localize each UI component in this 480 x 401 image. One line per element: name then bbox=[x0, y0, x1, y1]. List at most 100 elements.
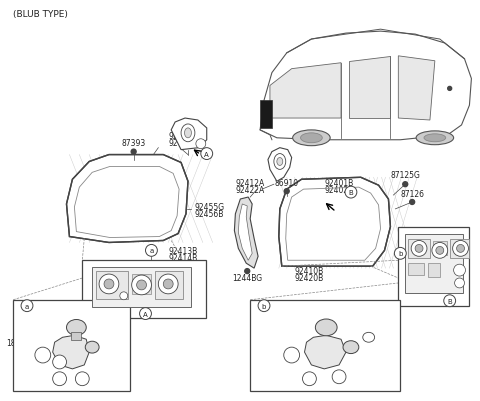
Circle shape bbox=[132, 275, 151, 295]
Circle shape bbox=[332, 370, 346, 384]
Ellipse shape bbox=[300, 134, 322, 144]
Ellipse shape bbox=[181, 125, 195, 142]
Circle shape bbox=[345, 187, 357, 198]
Text: 18643P: 18643P bbox=[52, 382, 81, 391]
Text: 18644E: 18644E bbox=[251, 338, 280, 347]
Text: b: b bbox=[398, 251, 403, 257]
Ellipse shape bbox=[424, 134, 446, 142]
Polygon shape bbox=[53, 336, 89, 369]
Circle shape bbox=[415, 245, 423, 253]
Bar bbox=[408, 239, 430, 259]
Polygon shape bbox=[279, 178, 390, 267]
Circle shape bbox=[436, 247, 444, 255]
Bar bbox=[260, 101, 272, 129]
Text: A: A bbox=[204, 151, 209, 157]
Text: 92456B: 92456B bbox=[195, 210, 224, 219]
Bar bbox=[405, 234, 463, 293]
Circle shape bbox=[432, 243, 448, 259]
Circle shape bbox=[158, 274, 178, 294]
Text: 92406: 92406 bbox=[169, 139, 193, 148]
Ellipse shape bbox=[277, 158, 283, 166]
Bar bbox=[156, 271, 183, 299]
Bar bbox=[398, 227, 469, 306]
Circle shape bbox=[302, 372, 316, 386]
Text: 87393: 87393 bbox=[121, 139, 146, 148]
Polygon shape bbox=[268, 148, 292, 182]
Bar bbox=[132, 274, 151, 294]
Bar bbox=[428, 263, 440, 277]
Bar bbox=[82, 261, 206, 318]
Text: a: a bbox=[25, 303, 29, 309]
Ellipse shape bbox=[67, 320, 86, 336]
Text: (BLUB TYPE): (BLUB TYPE) bbox=[13, 10, 68, 19]
Ellipse shape bbox=[184, 129, 192, 138]
Text: 18644E: 18644E bbox=[6, 338, 35, 347]
Text: 1244BG: 1244BG bbox=[232, 273, 262, 282]
Text: b: b bbox=[262, 303, 266, 309]
Circle shape bbox=[456, 245, 465, 253]
Circle shape bbox=[245, 269, 250, 274]
Polygon shape bbox=[234, 198, 258, 269]
Text: 18642G: 18642G bbox=[297, 382, 326, 391]
Bar bbox=[450, 239, 469, 259]
Text: B: B bbox=[348, 190, 353, 196]
Circle shape bbox=[395, 248, 406, 259]
Ellipse shape bbox=[85, 341, 99, 353]
Polygon shape bbox=[349, 57, 390, 119]
Text: 92420B: 92420B bbox=[295, 273, 324, 282]
Text: 92450A: 92450A bbox=[326, 315, 356, 324]
Polygon shape bbox=[67, 155, 188, 243]
Polygon shape bbox=[260, 32, 471, 140]
Text: 87126: 87126 bbox=[400, 189, 424, 198]
Circle shape bbox=[258, 300, 270, 312]
Ellipse shape bbox=[293, 131, 330, 146]
Circle shape bbox=[201, 148, 213, 160]
Circle shape bbox=[403, 182, 408, 187]
Ellipse shape bbox=[343, 341, 359, 354]
Circle shape bbox=[75, 372, 89, 386]
Circle shape bbox=[120, 292, 128, 300]
Circle shape bbox=[444, 295, 456, 307]
Polygon shape bbox=[398, 57, 435, 121]
Text: A: A bbox=[143, 311, 148, 317]
Polygon shape bbox=[304, 336, 346, 369]
Bar bbox=[72, 332, 81, 340]
Ellipse shape bbox=[274, 154, 286, 170]
Text: 86910: 86910 bbox=[275, 178, 299, 187]
Text: 92412A: 92412A bbox=[236, 178, 265, 187]
Text: 87125G: 87125G bbox=[390, 170, 420, 179]
Circle shape bbox=[99, 274, 119, 294]
Circle shape bbox=[284, 347, 300, 363]
Circle shape bbox=[448, 87, 452, 91]
Ellipse shape bbox=[315, 319, 337, 336]
Text: 92405: 92405 bbox=[169, 132, 193, 141]
Circle shape bbox=[137, 280, 146, 290]
Text: 92451A: 92451A bbox=[70, 315, 99, 324]
Text: 92413B: 92413B bbox=[168, 246, 197, 255]
Text: B: B bbox=[447, 298, 452, 304]
Text: VIEW: VIEW bbox=[118, 309, 138, 318]
Circle shape bbox=[131, 150, 136, 155]
Circle shape bbox=[455, 278, 465, 288]
Circle shape bbox=[104, 279, 114, 289]
Bar bbox=[250, 300, 400, 391]
Text: VIEW: VIEW bbox=[422, 296, 442, 306]
Circle shape bbox=[196, 140, 206, 149]
Polygon shape bbox=[270, 64, 341, 119]
Circle shape bbox=[411, 241, 427, 257]
Bar bbox=[13, 300, 130, 391]
Circle shape bbox=[454, 265, 466, 276]
Circle shape bbox=[410, 200, 415, 205]
Circle shape bbox=[21, 300, 33, 312]
Circle shape bbox=[140, 308, 151, 320]
Circle shape bbox=[453, 241, 468, 257]
Circle shape bbox=[53, 355, 67, 369]
Circle shape bbox=[163, 279, 173, 289]
Text: 92414B: 92414B bbox=[168, 253, 197, 262]
Text: 18643D: 18643D bbox=[371, 351, 401, 360]
Ellipse shape bbox=[363, 332, 374, 342]
Text: 92410B: 92410B bbox=[295, 266, 324, 275]
Bar bbox=[408, 263, 424, 275]
Circle shape bbox=[145, 245, 157, 257]
Bar bbox=[433, 242, 447, 256]
